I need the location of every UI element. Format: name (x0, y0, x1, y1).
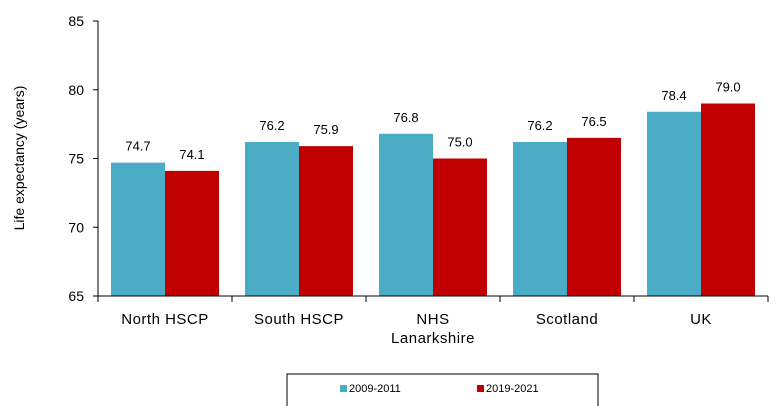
bar-2009-2011-4 (647, 111, 701, 296)
data-label: 76.2 (259, 118, 284, 133)
bar-2009-2011-2 (379, 133, 433, 296)
data-label: 79.0 (715, 80, 740, 95)
legend: 2009-2011 2019-2021 (286, 373, 599, 406)
data-label: 76.8 (393, 110, 418, 125)
y-tick-label: 70 (68, 219, 84, 235)
data-label: 78.4 (661, 88, 686, 103)
bar-2009-2011-1 (245, 142, 299, 296)
data-label: 74.1 (179, 147, 204, 162)
y-tick-label: 85 (68, 13, 84, 29)
bar-2019-2021-3 (567, 137, 621, 296)
legend-swatch (477, 385, 484, 392)
x-category-label: Lanarkshire (391, 330, 475, 347)
y-tick-label: 80 (68, 82, 84, 98)
x-category-label: NHS (416, 311, 449, 328)
legend-box (286, 373, 599, 406)
bar-2019-2021-0 (165, 170, 219, 296)
data-label: 76.5 (581, 114, 606, 129)
bar-2009-2011-3 (513, 142, 567, 296)
data-label: 75.0 (447, 135, 472, 150)
y-axis: 65 70 75 80 85 (68, 13, 99, 304)
x-category-label: South HSCP (254, 311, 344, 328)
data-label: 75.9 (313, 122, 338, 137)
legend-label: 2009-2011 (349, 383, 401, 395)
legend-label: 2019-2021 (486, 383, 539, 395)
y-tick-label: 65 (68, 288, 84, 304)
bar-2019-2021-4 (701, 103, 755, 296)
x-category-label: Scotland (536, 311, 598, 328)
bars-group (111, 103, 755, 296)
data-labels-group: 74.7 76.2 76.8 76.2 78.4 74.1 75.9 75.0 76.5 79.0 (125, 80, 740, 162)
x-category-label: UK (690, 311, 712, 328)
bar-2019-2021-2 (433, 158, 487, 296)
data-label: 74.7 (125, 139, 150, 154)
bar-2009-2011-0 (111, 162, 165, 296)
legend-swatch (340, 385, 347, 392)
data-label: 76.2 (527, 118, 552, 133)
y-axis-title: Life expectancy (years) (11, 86, 27, 231)
x-category-label: North HSCP (121, 311, 209, 328)
bar-2019-2021-1 (299, 146, 353, 296)
y-tick-label: 75 (68, 151, 84, 167)
x-axis: North HSCP South HSCP NHS Lanarkshire Scotla… (97, 295, 769, 347)
